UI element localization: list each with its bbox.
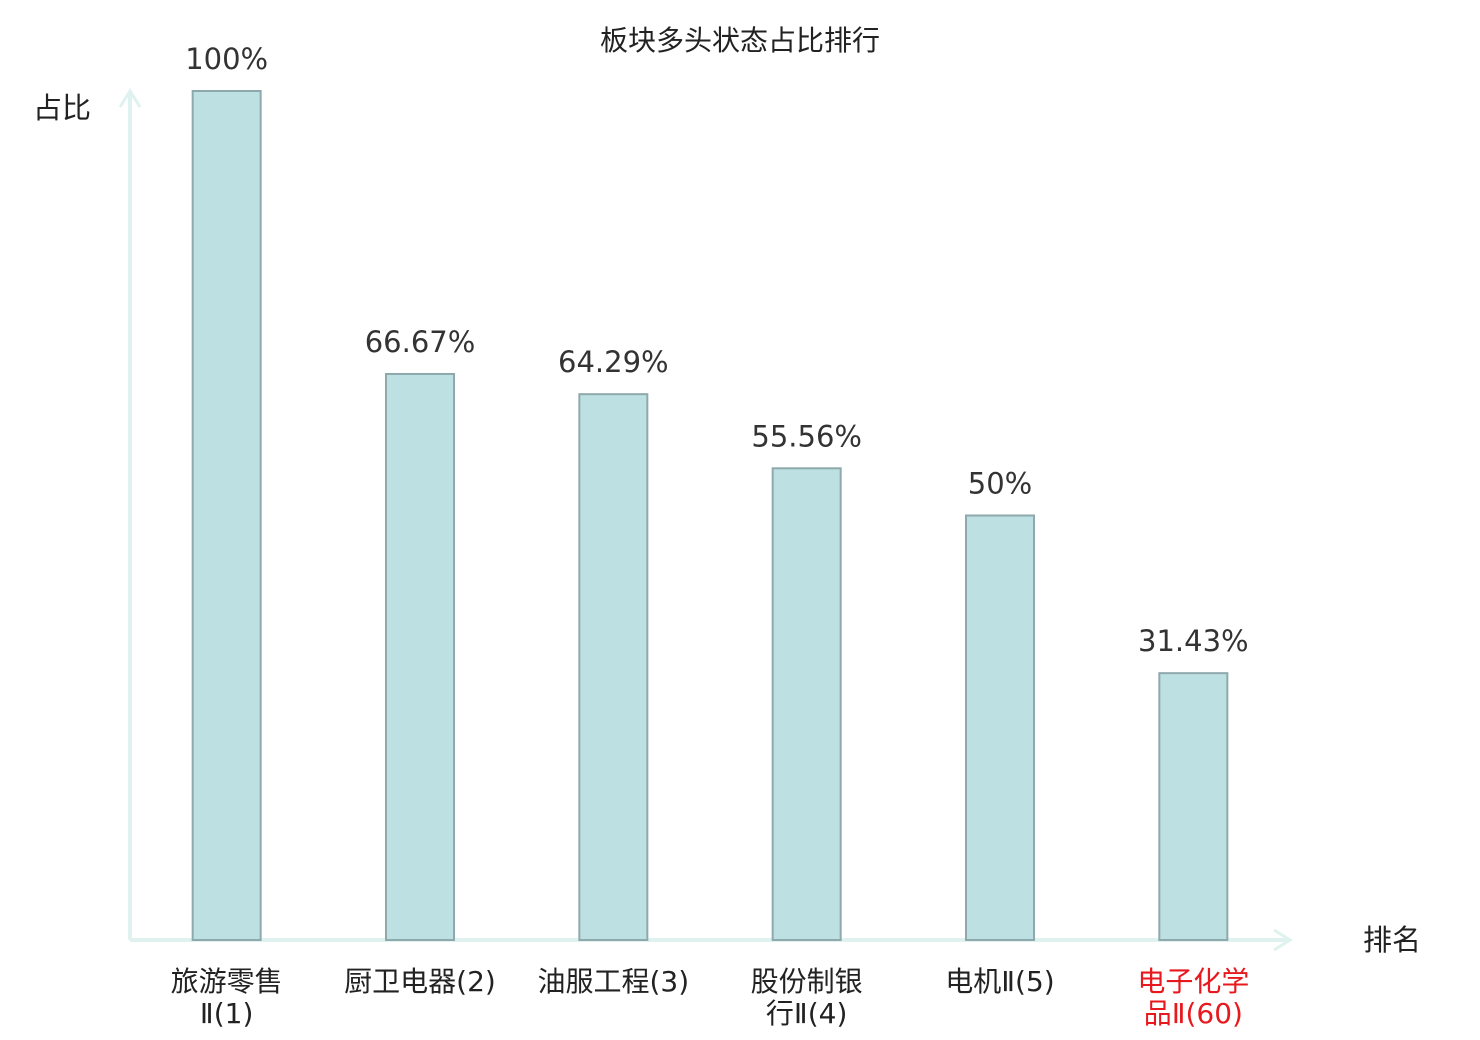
x-tick-label: 旅游零售 Ⅱ(1)	[170, 965, 283, 1030]
bar	[578, 393, 649, 941]
x-tick-label: 厨卫电器(2)	[344, 965, 496, 998]
value-label: 31.43%	[1138, 624, 1249, 658]
value-label: 55.56%	[751, 419, 862, 453]
bar	[965, 514, 1035, 941]
value-label: 66.67%	[365, 325, 476, 359]
x-axis-label: 排名	[1363, 923, 1421, 957]
value-label: 100%	[185, 42, 268, 76]
bar	[191, 90, 262, 941]
bar	[771, 467, 842, 941]
y-axis-label: 占比	[33, 91, 91, 125]
chart-title: 板块多头状态占比排行	[600, 24, 880, 57]
bar	[1158, 672, 1229, 941]
value-label: 64.29%	[558, 345, 669, 379]
bar	[385, 372, 455, 942]
x-axis-arrow	[1273, 928, 1293, 952]
x-tick-label: 电机Ⅱ(5)	[945, 965, 1055, 998]
value-label: 50%	[968, 467, 1032, 501]
y-axis-arrow	[118, 88, 142, 108]
x-tick-label: 电子化学 品Ⅱ(60)	[1137, 965, 1250, 1030]
x-tick-label: 油服工程(3)	[537, 965, 690, 998]
x-tick-label: 股份制银 行Ⅱ(4)	[750, 965, 863, 1030]
